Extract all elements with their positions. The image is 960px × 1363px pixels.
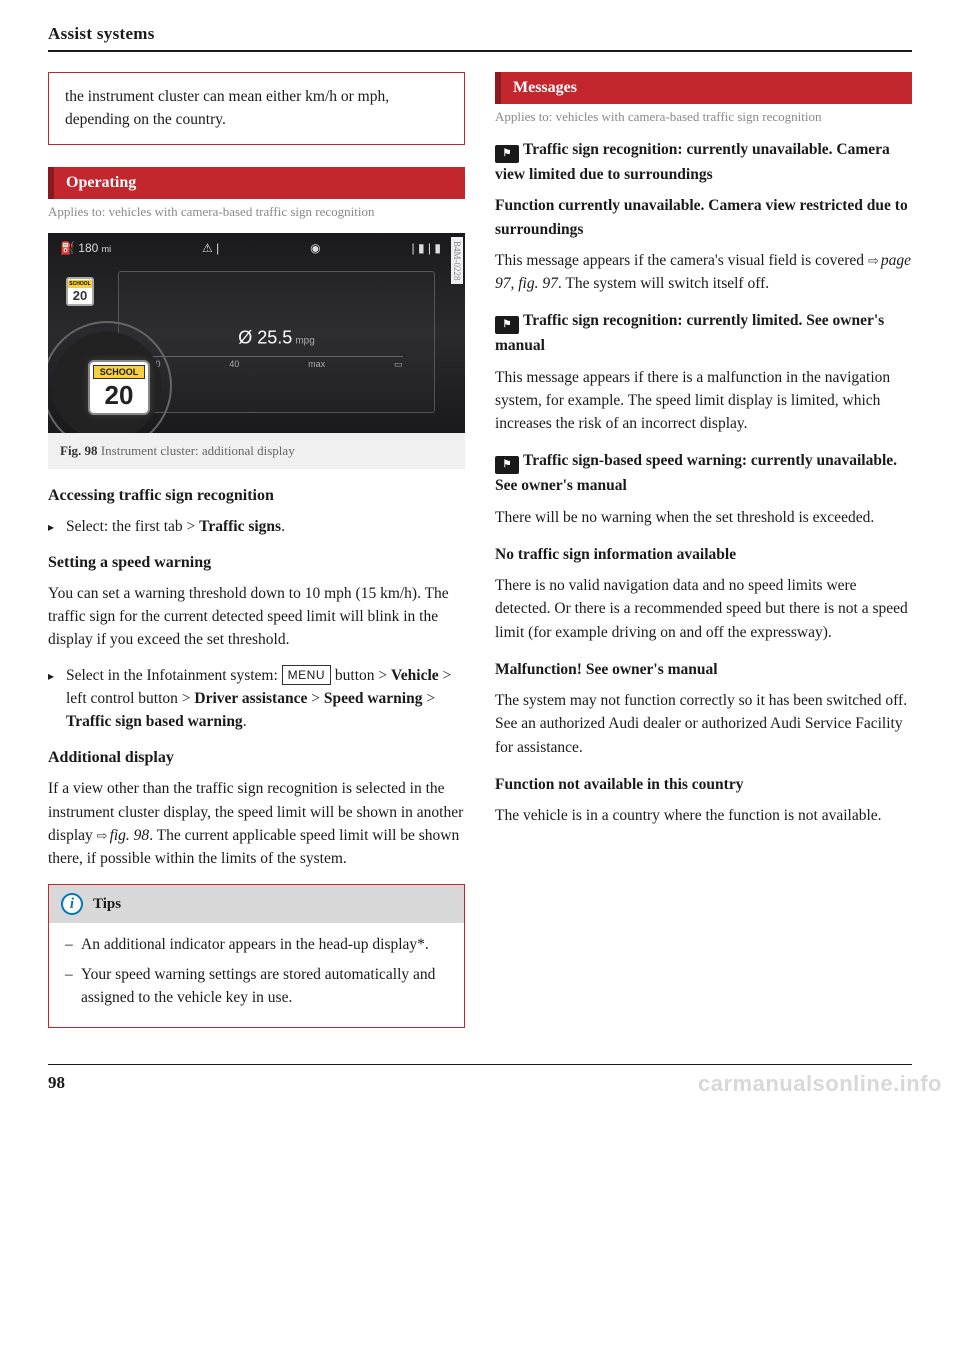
page-header: Assist systems — [48, 24, 912, 52]
step-marker-icon — [48, 515, 66, 538]
message-title: ⚑Traffic sign recognition: currently lim… — [495, 309, 912, 357]
ref-arrow-icon — [868, 252, 881, 269]
page-number: 98 — [48, 1073, 65, 1092]
step-select-tab: Select: the first tab > Traffic signs. — [48, 515, 465, 538]
battery-icon: ▭ — [394, 359, 403, 372]
figure-caption-text: Instrument cluster: additional display — [101, 443, 295, 458]
message-block: ⚑Traffic sign-based speed warning: curre… — [495, 449, 912, 529]
message-body: The vehicle is in a country where the fu… — [495, 804, 912, 827]
message-body: There is no valid navigation data and no… — [495, 574, 912, 644]
para-additional-display: If a view other than the traffic sign re… — [48, 777, 465, 870]
small-sign-value: 20 — [73, 288, 87, 303]
big-speed-sign: SCHOOL 20 — [88, 360, 150, 415]
info-icon: i — [61, 893, 83, 915]
mpg-scale: 30 40 max ▭ — [151, 356, 403, 370]
content-columns: the instrument cluster can mean either k… — [48, 72, 912, 1028]
figure-side-code: B4M-0228 — [451, 237, 463, 285]
traffic-sign-icon: ⚑ — [495, 456, 519, 474]
message-block: ⚑Traffic sign recognition: currently una… — [495, 138, 912, 295]
step-text: Select: the first tab > Traffic signs. — [66, 515, 285, 538]
traffic-sign-icon: ⚑ — [495, 145, 519, 163]
message-body: This message appears if the camera's vis… — [495, 249, 912, 296]
message-title: No traffic sign information available — [495, 543, 912, 566]
warning-icon: ⚠ | — [202, 241, 219, 255]
small-speed-sign: SCHOOL 20 — [66, 277, 94, 306]
message-body: This message appears if there is a malfu… — [495, 366, 912, 436]
messages-heading: Messages — [495, 72, 912, 104]
sub-speed-warning: Setting a speed warning — [48, 554, 465, 572]
page-footer: 98 carmanualsonline.info — [48, 1064, 912, 1093]
header-title: Assist systems — [48, 24, 155, 43]
messages-applies-to: Applies to: vehicles with camera-based t… — [495, 104, 912, 138]
message-block: Function not available in this country T… — [495, 773, 912, 828]
message-title: Malfunction! See owner's manual — [495, 658, 912, 681]
ref-arrow-icon — [97, 827, 110, 844]
message-title: Function not available in this country — [495, 773, 912, 796]
figure-caption: Fig. 98 Instrument cluster: additional d… — [48, 433, 465, 469]
menu-button-key: MENU — [282, 665, 331, 685]
tips-header: i Tips — [49, 885, 464, 923]
message-title: ⚑Traffic sign recognition: currently una… — [495, 138, 912, 186]
dash-marker: – — [65, 963, 81, 1010]
range-indicator: ⛽ 180 mi — [60, 241, 111, 255]
watermark-text: carmanualsonline.info — [698, 1071, 942, 1097]
message-title: ⚑Traffic sign-based speed warning: curre… — [495, 449, 912, 497]
step-marker-icon — [48, 664, 66, 734]
operating-heading: Operating — [48, 167, 465, 199]
tips-box: i Tips – An additional indicator appears… — [48, 884, 465, 1028]
sub-accessing: Accessing traffic sign recognition — [48, 487, 465, 505]
tip-item: – Your speed warning settings are stored… — [65, 963, 448, 1010]
step-text: Select in the Infotainment system: MENU … — [66, 664, 465, 734]
message-block: No traffic sign information available Th… — [495, 543, 912, 644]
tips-body: – An additional indicator appears in the… — [49, 923, 464, 1027]
step-infotainment: Select in the Infotainment system: MENU … — [48, 664, 465, 734]
center-icon: ◉ — [310, 241, 320, 255]
message-body: The system may not function correctly so… — [495, 689, 912, 759]
right-icons: | ▮ | ▮ — [412, 241, 441, 255]
message-body: There will be no warning when the set th… — [495, 506, 912, 529]
cluster-top-bar: ⛽ 180 mi ⚠ | ◉ | ▮ | ▮ — [60, 241, 441, 255]
para-speed-warning: You can set a warning threshold down to … — [48, 582, 465, 652]
big-sign-label: SCHOOL — [93, 365, 146, 379]
traffic-sign-icon: ⚑ — [495, 316, 519, 334]
tip-item: – An additional indicator appears in the… — [65, 933, 448, 956]
figure-caption-bold: Fig. 98 — [60, 443, 98, 458]
message-subtitle: Function currently unavailable. Camera v… — [495, 194, 912, 241]
instrument-cluster-image: B4M-0228 ⛽ 180 mi ⚠ | ◉ | ▮ | ▮ SCHOOL 2… — [48, 233, 465, 433]
big-sign-value: 20 — [90, 380, 148, 413]
mpg-readout: Ø 25.5mpg — [238, 327, 315, 348]
sub-additional-display: Additional display — [48, 749, 465, 767]
dash-marker: – — [65, 933, 81, 956]
right-column: Messages Applies to: vehicles with camer… — [495, 72, 912, 1028]
figure-98: B4M-0228 ⛽ 180 mi ⚠ | ◉ | ▮ | ▮ SCHOOL 2… — [48, 233, 465, 469]
operating-applies-to: Applies to: vehicles with camera-based t… — [48, 199, 465, 233]
message-block: Malfunction! See owner's manual The syst… — [495, 658, 912, 759]
left-column: the instrument cluster can mean either k… — [48, 72, 465, 1028]
message-block: ⚑Traffic sign recognition: currently lim… — [495, 309, 912, 435]
note-box: the instrument cluster can mean either k… — [48, 72, 465, 145]
tips-title: Tips — [93, 896, 121, 913]
small-sign-label: SCHOOL — [68, 280, 92, 288]
